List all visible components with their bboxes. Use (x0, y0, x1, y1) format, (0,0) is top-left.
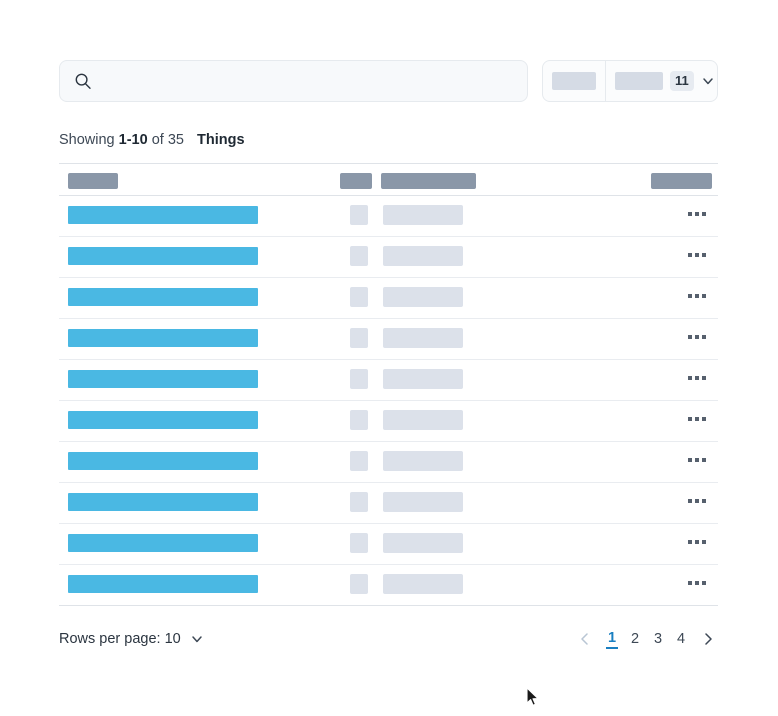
chevron-left-icon[interactable] (575, 629, 595, 649)
column-header-placeholder-3[interactable] (381, 173, 476, 189)
table-body (59, 196, 718, 606)
summary-entity: Things (197, 132, 245, 148)
pagination-page-4[interactable]: 4 (676, 630, 686, 647)
search-input[interactable] (102, 61, 513, 101)
filter-count-badge: 11 (670, 71, 694, 91)
row-cell-small-placeholder (350, 205, 368, 225)
pagination-page-1[interactable]: 1 (606, 630, 618, 649)
chevron-down-icon[interactable] (190, 632, 204, 646)
row-primary-bar (68, 370, 258, 388)
table-row[interactable] (59, 524, 718, 565)
kebab-menu-icon[interactable] (688, 212, 706, 216)
column-header-placeholder-1[interactable] (68, 173, 118, 189)
kebab-menu-icon[interactable] (688, 417, 706, 421)
results-summary: Showing 1-10 of 35 Things (59, 132, 245, 148)
row-cell-medium-placeholder (383, 287, 463, 307)
rows-per-page-selector[interactable]: Rows per page: 10 (59, 631, 204, 647)
kebab-menu-icon[interactable] (688, 376, 706, 380)
row-cell-medium-placeholder (383, 369, 463, 389)
row-primary-bar (68, 534, 258, 552)
filter-right-placeholder-block (615, 72, 663, 90)
column-header-placeholder-2[interactable] (340, 173, 372, 189)
filter-segment-right[interactable]: 11 (605, 61, 717, 101)
kebab-menu-icon[interactable] (688, 458, 706, 462)
summary-prefix: Showing (59, 132, 115, 148)
row-cell-medium-placeholder (383, 246, 463, 266)
row-cell-medium-placeholder (383, 574, 463, 594)
kebab-menu-icon[interactable] (688, 581, 706, 585)
chevron-right-icon[interactable] (698, 629, 718, 649)
summary-total: 35 (167, 132, 184, 148)
row-cell-medium-placeholder (383, 492, 463, 512)
table-row[interactable] (59, 565, 718, 606)
row-cell-medium-placeholder (383, 410, 463, 430)
toolbar: 11 (59, 60, 718, 102)
table-row[interactable] (59, 319, 718, 360)
row-primary-bar (68, 329, 258, 347)
row-cell-small-placeholder (350, 287, 368, 307)
filter-left-placeholder-block (552, 72, 596, 90)
data-table (59, 163, 718, 606)
row-primary-bar (68, 493, 258, 511)
row-cell-medium-placeholder (383, 205, 463, 225)
row-primary-bar (68, 288, 258, 306)
kebab-menu-icon[interactable] (688, 499, 706, 503)
summary-middle: of (151, 132, 164, 148)
kebab-menu-icon[interactable] (688, 540, 706, 544)
column-header-placeholder-4[interactable] (651, 173, 712, 189)
table-row[interactable] (59, 401, 718, 442)
search-box[interactable] (59, 60, 528, 102)
row-cell-medium-placeholder (383, 533, 463, 553)
kebab-menu-icon[interactable] (688, 253, 706, 257)
row-cell-medium-placeholder (383, 328, 463, 348)
row-cell-small-placeholder (350, 492, 368, 512)
search-icon (74, 72, 92, 90)
table-row[interactable] (59, 237, 718, 278)
row-primary-bar (68, 247, 258, 265)
table-row[interactable] (59, 360, 718, 401)
pagination-page-3[interactable]: 3 (653, 630, 663, 647)
filter-segmented-control[interactable]: 11 (542, 60, 718, 102)
summary-range: 1-10 (118, 132, 148, 148)
table-row[interactable] (59, 483, 718, 524)
row-cell-small-placeholder (350, 328, 368, 348)
row-primary-bar (68, 575, 258, 593)
row-cell-small-placeholder (350, 533, 368, 553)
row-primary-bar (68, 452, 258, 470)
row-cell-small-placeholder (350, 410, 368, 430)
row-primary-bar (68, 206, 258, 224)
row-cell-medium-placeholder (383, 451, 463, 471)
table-row[interactable] (59, 278, 718, 319)
table-header-row (59, 163, 718, 196)
kebab-menu-icon[interactable] (688, 294, 706, 298)
filter-segment-left[interactable] (543, 61, 605, 101)
chevron-down-icon[interactable] (701, 74, 715, 88)
kebab-menu-icon[interactable] (688, 335, 706, 339)
row-cell-small-placeholder (350, 451, 368, 471)
pagination-page-2[interactable]: 2 (630, 630, 640, 647)
rows-per-page-label: Rows per page: 10 (59, 631, 181, 647)
row-primary-bar (68, 411, 258, 429)
row-cell-small-placeholder (350, 246, 368, 266)
mouse-pointer-icon (526, 687, 540, 707)
row-cell-small-placeholder (350, 369, 368, 389)
table-row[interactable] (59, 196, 718, 237)
table-row[interactable] (59, 442, 718, 483)
row-cell-small-placeholder (350, 574, 368, 594)
